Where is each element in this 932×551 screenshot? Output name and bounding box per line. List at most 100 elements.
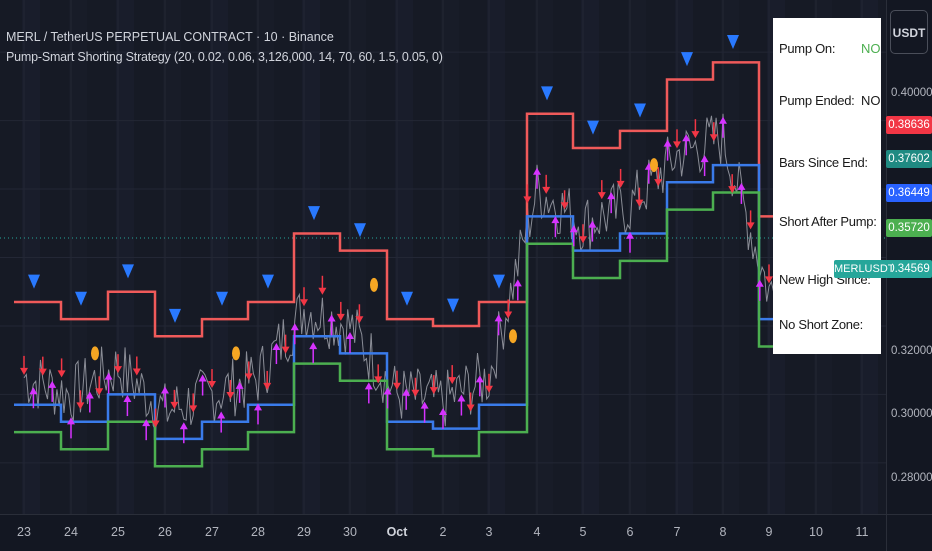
time-label-24: 24 xyxy=(64,525,78,539)
price-badge-blue: 0.36449 xyxy=(886,184,932,202)
time-label-30: 30 xyxy=(343,525,357,539)
low-band-line xyxy=(14,191,852,468)
sell-marker xyxy=(336,313,345,321)
currency-button[interactable]: USDT xyxy=(890,10,928,54)
price-badge-teal: 0.37602 xyxy=(886,150,932,168)
price-badge-current: 0.34569 xyxy=(886,260,932,278)
price-series-line xyxy=(23,113,861,433)
buy-marker xyxy=(272,343,281,351)
symbol-legend[interactable]: MERL / TetherUS PERPETUAL CONTRACT · 10 … xyxy=(6,30,334,44)
buy-marker xyxy=(402,388,411,396)
sell-marker xyxy=(691,131,700,139)
sell-marker xyxy=(466,404,475,412)
pump-ended-label: Pump Ended: xyxy=(779,93,855,108)
buy-marker xyxy=(513,279,522,287)
sell-marker xyxy=(597,192,606,200)
sell-marker xyxy=(393,382,401,390)
buy-marker xyxy=(364,382,373,390)
time-label-5: 5 xyxy=(579,525,587,539)
buy-marker xyxy=(104,372,113,380)
sell-marker xyxy=(374,376,383,384)
sell-marker xyxy=(746,222,755,230)
price-tick-2: 0.30000 xyxy=(891,408,932,420)
buy-marker xyxy=(67,417,75,425)
buy-marker xyxy=(420,401,429,409)
pump-dot xyxy=(232,346,240,361)
price-tick-1: 0.32000 xyxy=(891,345,932,357)
sell-marker xyxy=(635,199,644,207)
pump-dot xyxy=(509,329,517,344)
time-label-9: 9 xyxy=(765,525,773,539)
sell-marker xyxy=(523,196,532,204)
sell-marker xyxy=(76,402,85,410)
sell-marker xyxy=(244,373,253,381)
buy-marker xyxy=(533,167,541,175)
sell-marker xyxy=(485,385,493,393)
signal-triangle xyxy=(308,206,320,221)
price-badge-green: 0.35720 xyxy=(886,219,932,237)
sell-marker xyxy=(189,405,198,413)
buy-marker xyxy=(179,422,188,430)
buy-marker xyxy=(475,375,484,383)
sell-marker xyxy=(38,368,47,376)
chart-area[interactable]: MERL / TetherUS PERPETUAL CONTRACT · 10 … xyxy=(0,0,886,514)
buy-marker xyxy=(123,395,132,403)
signal-triangle xyxy=(262,274,274,289)
sell-marker xyxy=(132,368,141,376)
time-label-4: 4 xyxy=(533,525,541,539)
sell-marker xyxy=(57,370,66,378)
buy-marker xyxy=(29,387,38,395)
sell-marker xyxy=(318,287,327,295)
price-chart[interactable] xyxy=(0,0,886,514)
pump-dot xyxy=(650,158,658,173)
buy-marker xyxy=(551,216,560,224)
buy-marker xyxy=(290,323,299,331)
signal-triangle xyxy=(401,291,413,306)
price-tick-0: 0.40000 xyxy=(891,87,932,99)
buy-marker xyxy=(626,231,634,239)
price-scale[interactable]: 0.40000 0.32000 0.30000 0.28000 xyxy=(886,0,932,514)
pump-ended-value: NO xyxy=(861,93,881,108)
buy-marker xyxy=(198,374,207,382)
sell-marker xyxy=(579,236,587,244)
signal-triangle xyxy=(587,120,599,135)
short-after-pump-label: Short After Pump: xyxy=(779,214,877,229)
time-label-26: 26 xyxy=(158,525,172,539)
price-tick-3: 0.28000 xyxy=(891,472,932,484)
signal-triangle xyxy=(493,274,505,289)
sell-marker xyxy=(114,366,122,374)
buy-marker xyxy=(663,139,672,147)
sell-marker xyxy=(208,381,216,389)
buy-marker xyxy=(700,155,709,163)
time-label-27: 27 xyxy=(205,525,219,539)
signal-triangle xyxy=(28,274,40,289)
buy-marker xyxy=(588,220,597,228)
buy-marker xyxy=(737,182,746,190)
buy-marker xyxy=(607,192,616,200)
sell-marker xyxy=(226,391,235,399)
buy-marker xyxy=(85,391,94,399)
strategy-status-table: Pump On: NO Pump Ended: NO Bars Since En… xyxy=(773,18,881,354)
time-label-25: 25 xyxy=(111,525,125,539)
sell-marker xyxy=(263,382,272,390)
sell-marker xyxy=(429,387,438,395)
sell-marker xyxy=(542,186,551,194)
time-label-29: 29 xyxy=(297,525,311,539)
signal-triangle xyxy=(216,291,228,306)
time-scale[interactable]: 23 24 25 26 27 28 29 30 Oct 2 3 4 5 6 7 … xyxy=(0,514,886,551)
sell-marker xyxy=(355,316,364,324)
strategy-legend[interactable]: Pump-Smart Shorting Strategy (20, 0.02, … xyxy=(6,50,443,64)
buy-marker xyxy=(494,314,503,322)
scale-corner xyxy=(886,514,932,551)
table-row-no-short-zone: No Short Zone: xyxy=(773,317,881,337)
table-row-pump-on: Pump On: NO xyxy=(773,41,881,61)
sell-marker xyxy=(728,186,737,194)
sell-marker xyxy=(281,346,290,354)
time-label-oct: Oct xyxy=(386,525,408,539)
signal-triangle xyxy=(75,291,87,306)
signal-triangle xyxy=(634,103,646,118)
sell-marker xyxy=(448,377,457,385)
sell-marker xyxy=(95,388,104,396)
sell-marker xyxy=(673,141,681,149)
time-label-6: 6 xyxy=(626,525,634,539)
